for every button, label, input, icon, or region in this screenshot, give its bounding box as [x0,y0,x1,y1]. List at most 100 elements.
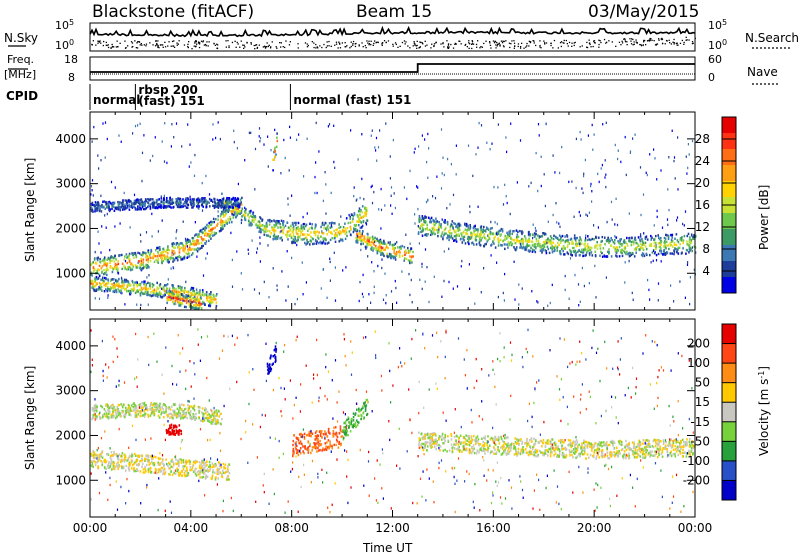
heatmap-cell [334,166,336,169]
heatmap-cell [293,239,296,243]
heatmap-cell [532,236,534,240]
heatmap-cell [292,228,295,231]
heatmap-cell [187,249,189,253]
heatmap-cell [202,197,204,200]
heatmap-cell [227,475,229,478]
heatmap-cell [349,221,352,224]
heatmap-cell [200,296,202,299]
heatmap-cell [528,237,530,240]
heatmap-cell [197,239,199,242]
heatmap-cell [361,292,363,296]
heatmap-cell [401,244,404,248]
heatmap-cell [440,226,443,229]
heatmap-cell [571,246,574,250]
noise-search-point [636,42,638,44]
heatmap-cell [125,280,127,284]
heatmap-cell [152,254,155,258]
noise-search-point [98,41,101,43]
heatmap-cell [563,253,565,256]
heatmap-cell [517,230,519,233]
heatmap-cell [120,202,123,205]
heatmap-cell [455,224,458,227]
noise-search-point [199,42,201,44]
heatmap-cell [93,258,96,261]
heatmap-cell [140,259,143,263]
noise-search-point [421,42,423,44]
noise-search-point [563,39,565,42]
heatmap-cell [237,210,239,213]
heatmap-cell [631,251,634,255]
heatmap-cell [116,206,119,209]
noise-search-point [164,46,167,48]
heatmap-cell [493,185,495,189]
heatmap-cell [175,230,177,234]
heatmap-cell [327,125,329,128]
heatmap-cell [114,283,117,286]
heatmap-cell [94,461,97,464]
heatmap-cell [317,234,319,237]
heatmap-cell [146,463,148,467]
heatmap-cell [143,280,145,283]
heatmap-cell [91,274,93,277]
heatmap-cell [615,251,618,254]
heatmap-cell [121,281,123,284]
heatmap-cell [227,209,229,212]
heatmap-cell [450,232,453,235]
noise-search-point [647,40,649,42]
heatmap-cell [124,207,126,210]
heatmap-cell [632,243,635,246]
heatmap-cell [257,220,259,223]
noise-search-point [234,40,236,42]
heatmap-cell [228,209,230,212]
noise-search-point [307,44,309,47]
heatmap-cell [502,291,504,295]
heatmap-cell [456,226,459,229]
heatmap-cell [184,474,186,477]
heatmap-cell [203,238,206,241]
heatmap-cell [568,180,570,184]
heatmap-cell [559,171,561,175]
heatmap-cell [183,256,185,259]
heatmap-cell [314,227,316,230]
heatmap-cell [281,229,283,232]
heatmap-cell [274,237,276,240]
heatmap-cell [153,201,155,205]
heatmap-cell [174,299,177,302]
heatmap-cell [133,193,136,197]
heatmap-cell [177,287,180,290]
heatmap-cell [103,284,105,287]
heatmap-cell [432,223,435,226]
colorbar-swatch [722,277,736,294]
heatmap-cell [683,234,686,238]
heatmap-cell [170,206,172,209]
heatmap-cell [160,200,163,204]
heatmap-cell [90,207,93,210]
heatmap-cell [234,204,237,208]
heatmap-cell [414,147,416,150]
heatmap-cell [216,198,219,202]
heatmap-cell [694,251,697,254]
heatmap-cell [597,226,599,229]
heatmap-cell [480,225,483,228]
heatmap-cell [217,121,219,124]
heatmap-cell [202,302,205,305]
noise-search-point [349,47,351,49]
heatmap-cell [170,256,172,259]
heatmap-cell [294,241,296,244]
heatmap-cell [201,245,203,248]
heatmap-cell [441,172,443,175]
heatmap-cell [135,266,138,269]
heatmap-cell [514,298,516,301]
heatmap-cell [212,293,215,297]
heatmap-cell [190,202,192,205]
heatmap-cell [687,166,689,170]
heatmap-cell [441,218,443,221]
noise-search-point [311,41,313,43]
heatmap-cell [117,203,120,206]
heatmap-cell [672,245,674,248]
heatmap-cell [91,462,94,465]
heatmap-cell [438,223,441,226]
heatmap-cell [171,251,174,254]
heatmap-cell [670,238,673,241]
noise-search-point [240,40,242,42]
